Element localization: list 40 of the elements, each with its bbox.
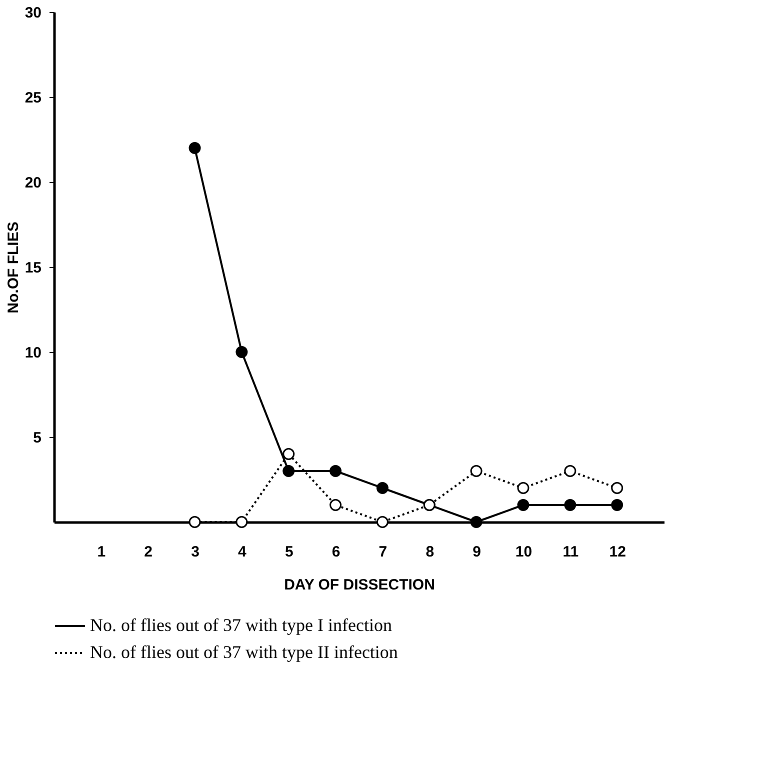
point	[376, 482, 388, 494]
legend-label: No. of flies out of 37 with type I infection	[90, 615, 392, 635]
x-tick-label: 4	[238, 544, 248, 560]
point	[564, 499, 576, 511]
x-axis-title: DAY OF DISSECTION	[284, 576, 435, 594]
y-axis-title: No.OF FLIES	[4, 222, 22, 314]
point	[564, 465, 576, 477]
x-tick-label: 2	[144, 544, 153, 560]
y-tick-label: 15	[24, 260, 42, 276]
x-tick-label: 8	[426, 544, 434, 560]
y-tick-label: 10	[24, 344, 42, 362]
y-tick-label: 5	[33, 430, 42, 446]
legend-label: No. of flies out of 37 with type II infection	[90, 642, 398, 662]
point	[376, 516, 388, 528]
x-tick-label: 11	[562, 544, 579, 560]
x-tick-label: 12	[609, 544, 626, 560]
point	[236, 516, 248, 528]
y-tick-label: 25	[24, 90, 42, 106]
x-tick-label: 1	[97, 544, 106, 560]
point	[611, 499, 624, 511]
point	[470, 516, 482, 528]
point	[282, 448, 295, 460]
point	[282, 465, 295, 477]
point	[236, 346, 248, 358]
x-tick-label: 3	[191, 544, 200, 560]
x-tick-label: 6	[332, 544, 340, 560]
point	[517, 499, 530, 511]
point	[188, 142, 201, 154]
point	[188, 516, 201, 528]
x-tick-label: 10	[515, 544, 532, 560]
x-tick-label: 9	[472, 544, 481, 560]
point	[517, 482, 530, 494]
x-tick-label: 5	[284, 544, 294, 560]
y-tick-label: 20	[24, 174, 42, 192]
point	[330, 465, 342, 477]
point	[330, 499, 342, 511]
point	[611, 482, 624, 494]
y-tick-label: 30	[24, 4, 42, 22]
x-tick-label: 7	[378, 544, 388, 560]
point	[470, 465, 482, 477]
